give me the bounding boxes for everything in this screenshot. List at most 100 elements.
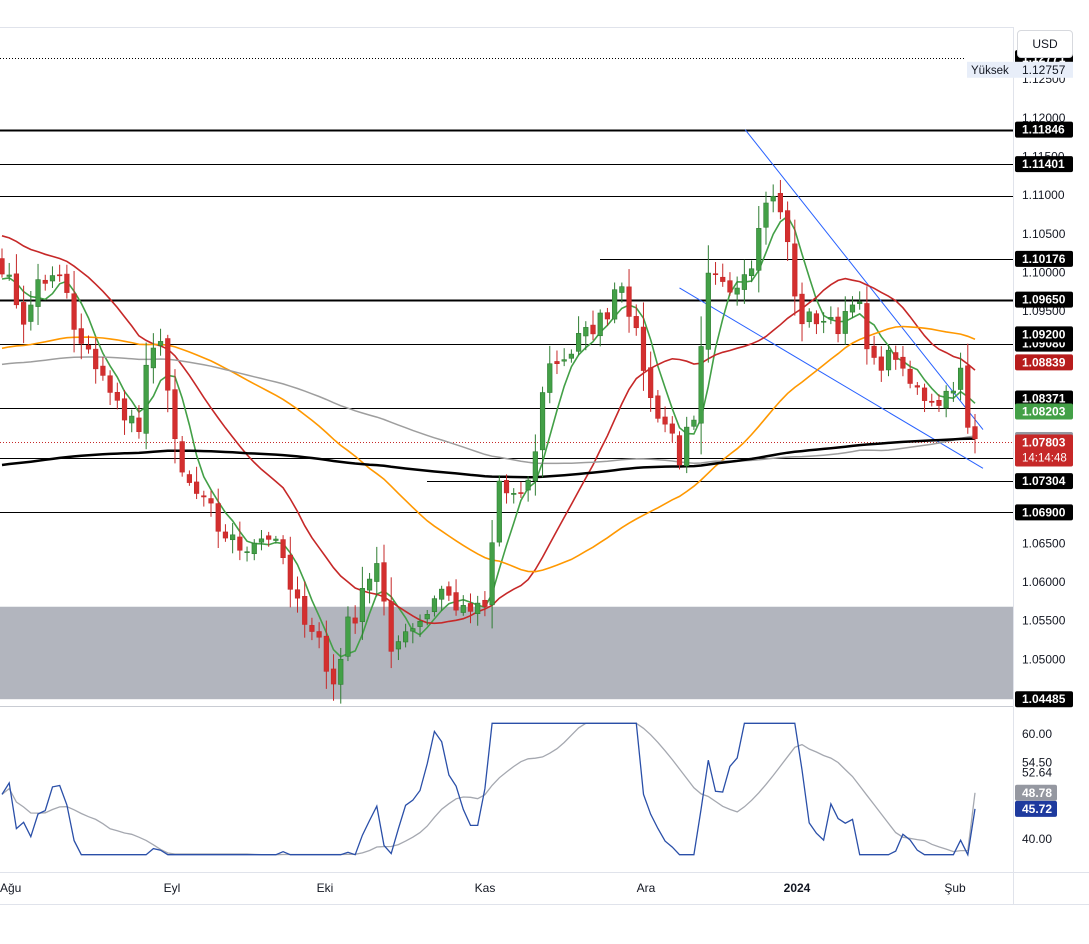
candle-body bbox=[482, 599, 488, 607]
candle-body bbox=[266, 535, 272, 540]
price-tag-bg bbox=[1015, 473, 1073, 490]
price-tag-text: 1.08839 bbox=[1022, 355, 1066, 369]
candle-body bbox=[208, 498, 214, 504]
rsi-tick-label: 52.64 bbox=[1022, 765, 1052, 779]
candle bbox=[835, 307, 841, 343]
candle-body bbox=[612, 289, 618, 320]
candle-body bbox=[626, 286, 632, 317]
candle bbox=[475, 595, 481, 626]
time-label: Eki bbox=[317, 881, 334, 895]
candle bbox=[885, 344, 892, 377]
candle-body bbox=[143, 364, 149, 434]
candle bbox=[871, 335, 877, 365]
channel-upper-line[interactable] bbox=[744, 129, 984, 430]
candle bbox=[424, 610, 430, 626]
candle-body bbox=[972, 426, 978, 440]
candle-body bbox=[676, 435, 683, 466]
candle-body bbox=[431, 598, 438, 613]
indicator-tag: 1.09200 bbox=[1015, 326, 1073, 343]
candle-body bbox=[287, 554, 293, 590]
candle-body bbox=[64, 273, 70, 293]
candle-body bbox=[323, 635, 329, 672]
candle-body bbox=[42, 279, 48, 284]
level-tag: 1.06900 bbox=[1015, 504, 1073, 521]
price-tick-label: 1.09500 bbox=[1022, 304, 1066, 318]
candle bbox=[107, 370, 113, 405]
candle bbox=[640, 302, 647, 391]
candle bbox=[186, 470, 192, 486]
candle-body bbox=[532, 451, 538, 481]
candle bbox=[496, 475, 502, 547]
candle bbox=[42, 274, 48, 291]
candle-body bbox=[222, 531, 229, 539]
candle bbox=[439, 585, 445, 611]
candle-body bbox=[792, 243, 798, 297]
moving-average-line bbox=[1, 235, 976, 625]
candle bbox=[929, 393, 935, 407]
candle-body bbox=[821, 320, 827, 323]
candle-body bbox=[900, 356, 906, 369]
candle-body bbox=[107, 375, 113, 393]
candle bbox=[194, 466, 200, 500]
candle bbox=[525, 476, 531, 502]
candle-body bbox=[496, 480, 502, 543]
candle-body bbox=[806, 311, 812, 323]
price-tag-text: 1.10176 bbox=[1022, 252, 1066, 266]
candle bbox=[323, 620, 329, 689]
candle bbox=[705, 245, 711, 363]
price-tick-label: 1.11000 bbox=[1022, 188, 1065, 202]
price-tag-text: 1.11846 bbox=[1022, 123, 1065, 137]
price-tag-text: 1.09650 bbox=[1022, 293, 1066, 307]
candle-body bbox=[121, 398, 128, 421]
candle-body bbox=[936, 399, 942, 406]
candle bbox=[662, 406, 668, 433]
candle bbox=[936, 394, 942, 412]
price-tag-text: 1.09200 bbox=[1022, 327, 1066, 341]
candle bbox=[489, 520, 495, 629]
candle-body bbox=[410, 628, 416, 632]
level-tag: 1.11401 bbox=[1015, 156, 1073, 173]
candle bbox=[201, 490, 207, 507]
candle bbox=[943, 385, 949, 418]
candle bbox=[597, 309, 603, 347]
candle bbox=[381, 544, 387, 616]
candle bbox=[215, 488, 221, 549]
candle bbox=[49, 266, 56, 288]
current-price-text: 1.07803 bbox=[1022, 435, 1066, 449]
candle bbox=[395, 635, 402, 661]
time-label: Ara bbox=[637, 881, 656, 895]
candle-body bbox=[957, 367, 964, 390]
price-tag-text: 1.08371 bbox=[1022, 392, 1066, 406]
candle bbox=[547, 345, 553, 404]
candle bbox=[467, 593, 474, 624]
currency-button[interactable]: USD bbox=[1017, 30, 1073, 58]
candle-body bbox=[71, 293, 77, 330]
candle-body bbox=[950, 390, 956, 394]
countdown-text: 14:14:48 bbox=[1022, 452, 1067, 464]
channel-lower-line[interactable] bbox=[679, 287, 984, 469]
candle bbox=[208, 490, 214, 517]
candle bbox=[71, 270, 77, 353]
candle bbox=[93, 337, 99, 384]
indicator-tag: 1.08371 bbox=[1015, 390, 1073, 407]
support-zone bbox=[0, 606, 1013, 700]
falling-channel bbox=[679, 129, 984, 469]
price-tag-bg bbox=[1015, 291, 1073, 308]
candle-body bbox=[655, 395, 661, 419]
candle bbox=[792, 219, 798, 316]
candle-body bbox=[662, 416, 668, 425]
candle-body bbox=[294, 589, 301, 599]
candle bbox=[388, 577, 394, 669]
high-label-value: 1.12757 bbox=[1022, 63, 1066, 77]
candle-body bbox=[309, 625, 315, 632]
candle bbox=[6, 262, 12, 281]
candle bbox=[828, 306, 834, 325]
rsi-tag-text: 45.72 bbox=[1022, 802, 1052, 816]
candle-body bbox=[503, 480, 510, 494]
candle bbox=[410, 623, 416, 644]
candle-body bbox=[943, 390, 949, 409]
candle-body bbox=[777, 193, 783, 213]
candle-body bbox=[6, 274, 12, 277]
